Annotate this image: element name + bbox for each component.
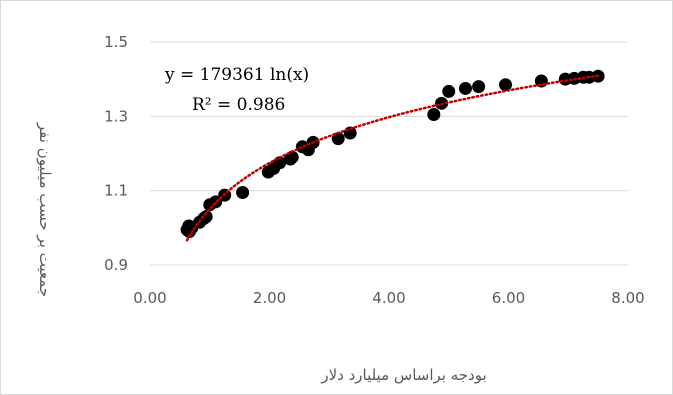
- y-tick-label: 0.9: [104, 256, 128, 274]
- data-point: [199, 210, 213, 224]
- x-axis-title: بودجه براساس میلیارد دلار: [320, 366, 486, 384]
- data-point: [209, 195, 223, 209]
- data-point: [427, 107, 441, 121]
- y-tick-labels: 0.9 1.1 1.3 1.5: [104, 33, 128, 274]
- data-point: [472, 80, 486, 94]
- x-tick-label: 4.00: [372, 289, 405, 307]
- trendline: [185, 74, 600, 242]
- x-tick-label: 2.00: [253, 289, 286, 307]
- trendline-equation: y = 179361 ln(x): [164, 65, 309, 85]
- x-tick-labels: 0.00 2.00 4.00 6.00 8.00: [133, 289, 644, 307]
- trendline-r-squared: R² = 0.986: [192, 95, 285, 115]
- x-tick-label: 8.00: [611, 289, 644, 307]
- data-point: [458, 81, 472, 95]
- data-point: [442, 84, 456, 98]
- y-tick-label: 1.5: [104, 33, 128, 51]
- y-axis-title: جمعیت بر حسب میلیون نفر: [36, 122, 54, 297]
- x-tick-label: 6.00: [492, 289, 525, 307]
- trendline-path: [185, 74, 600, 242]
- y-tick-label: 1.1: [104, 182, 128, 200]
- data-point: [236, 186, 250, 200]
- y-tick-label: 1.3: [104, 107, 128, 125]
- data-point: [499, 78, 513, 92]
- x-tick-label: 0.00: [133, 289, 166, 307]
